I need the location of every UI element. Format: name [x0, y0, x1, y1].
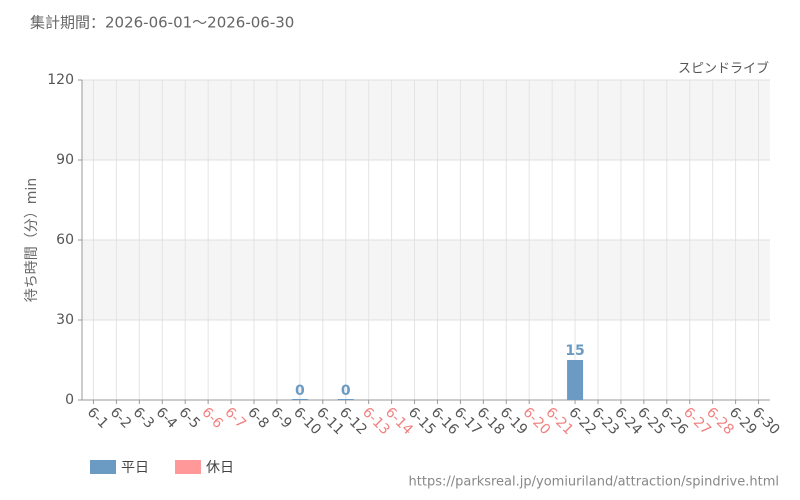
y-tick-label: 90: [56, 152, 74, 168]
x-tick-label: 6-1: [84, 404, 111, 431]
chart-subtitle: スピンドライブ: [678, 61, 769, 77]
band: [82, 80, 770, 160]
x-tick-label: 6-8: [244, 404, 271, 431]
x-tick-label: 6-6: [198, 404, 226, 432]
data-label: 15: [565, 343, 584, 359]
legend-label: 平日: [121, 460, 149, 476]
data-label: 0: [295, 383, 305, 399]
chart-title: 集計期間：2026-06-01～2026-06-30: [30, 14, 294, 32]
source: https://parksreal.jp/yomiuriland/attract…: [409, 475, 779, 490]
data-label: 0: [341, 383, 351, 399]
y-tick-label: 0: [65, 392, 74, 408]
y-tick-label: 30: [56, 312, 74, 328]
bar: [291, 399, 308, 400]
band: [82, 240, 770, 320]
y-axis-label: 待ち時間（分）min: [24, 178, 40, 302]
x-tick-label: 6-7: [221, 404, 248, 431]
x-tick-label: 6-2: [107, 404, 134, 431]
x-tick-label: 6-5: [176, 404, 203, 431]
y-tick-label: 60: [56, 232, 74, 248]
x-tick-label: 6-9: [267, 404, 294, 431]
bar: [337, 399, 354, 400]
y-tick-label: 120: [47, 72, 74, 88]
x-tick-label: 6-3: [130, 404, 157, 431]
x-tick-label: 6-4: [153, 404, 181, 432]
legend-swatch: [90, 460, 116, 474]
legend-swatch: [175, 460, 201, 474]
bar: [567, 360, 584, 400]
legend-label: 休日: [206, 460, 234, 476]
